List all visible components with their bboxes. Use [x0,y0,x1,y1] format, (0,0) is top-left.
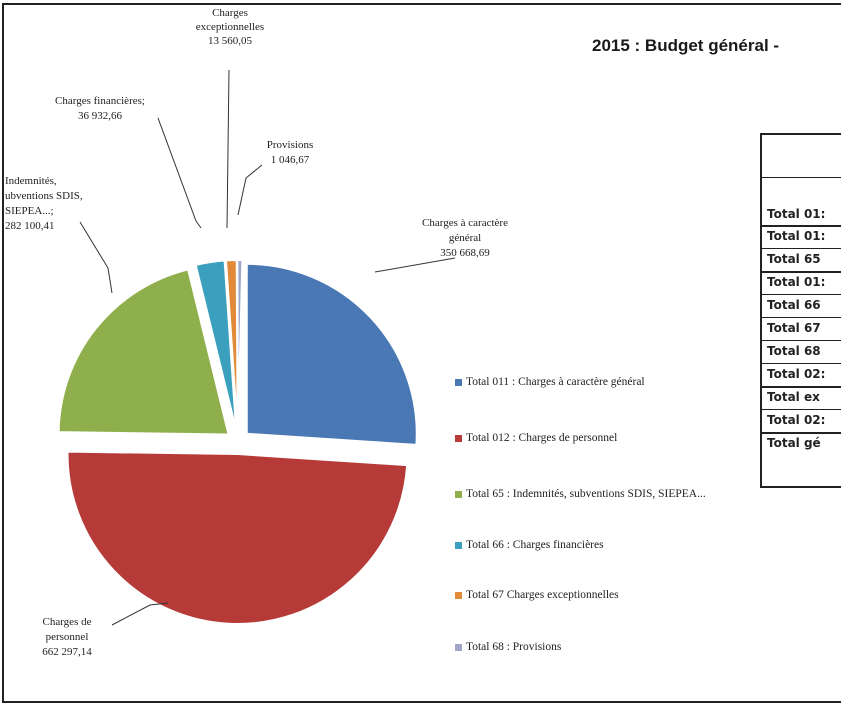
label-charges-exceptionnelles: Charges exceptionnelles 13 560,05 [195,7,265,47]
legend-swatch [455,379,462,386]
table-row: Total gé [767,436,821,450]
table-row: Total ex [767,390,820,404]
budget-table: Total 01: Total 01: Total 65 Total 01: T… [760,133,841,488]
table-divider [762,409,841,410]
table-divider [762,340,841,341]
table-row: Total 65 [767,252,821,266]
legend-swatch [455,592,462,599]
label-indemnites: Indemnités, ubventions SDIS, SIEPEA...; … [5,175,83,232]
table-divider [762,386,841,388]
slice-charges-caractere-general [245,262,418,446]
legend-swatch [455,435,462,442]
slice-charges-financieres [194,259,238,431]
table-row: Total 66 [767,298,821,312]
leader-line [226,69,230,229]
legend-swatch [455,491,462,498]
leader-line [374,257,456,273]
table-divider [762,225,841,227]
table-row: Total 67 [767,321,821,335]
table-divider [762,177,841,178]
legend-item: Total 68 : Provisions [455,640,755,655]
leader-line [111,602,169,626]
page-title: 2015 : Budget général - [592,36,780,55]
legend-item: Total 011 : Charges à caractère général [455,375,755,390]
label-charges-financieres: Charges financières; 36 932,66 [55,95,145,122]
slice-provisions [236,259,244,431]
table-divider [762,248,841,249]
slice-indemnites [57,268,230,436]
table-row: Total 01: [767,207,826,221]
table-divider [762,432,841,434]
leader-line [157,117,202,229]
label-charges-caractere-general: Charges à caractère général 350 668,69 [422,217,508,259]
legend-swatch [455,644,462,651]
legend-item: Total 66 : Charges financières [455,538,755,553]
table-row: Total 01: [767,229,826,243]
label-provisions: Provisions 1 046,67 [266,139,314,166]
table-row: Total 02: [767,367,826,381]
leader-line [237,164,263,216]
leader-line [79,221,113,294]
slice-charges-personnel [66,450,409,625]
table-row: Total 68 [767,344,821,358]
table-divider [762,363,841,364]
legend-swatch [455,542,462,549]
legend-item: Total 012 : Charges de personnel [455,431,755,446]
table-row: Total 02: [767,413,826,427]
label-charges-personnel: Charges de personnel 662 297,14 [42,616,92,658]
legend-item: Total 67 Charges exceptionnelles [455,588,755,603]
legend-item: Total 65 : Indemnités, subventions SDIS,… [455,487,755,502]
table-divider [762,271,841,273]
table-divider [762,294,841,295]
table-divider [762,317,841,318]
table-row: Total 01: [767,275,826,289]
